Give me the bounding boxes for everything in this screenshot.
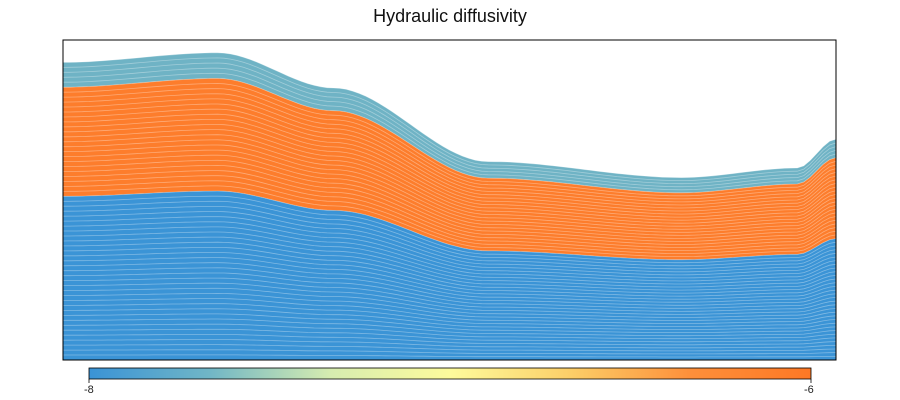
layer-line bbox=[63, 236, 836, 288]
layer-line bbox=[63, 277, 836, 312]
layer-line bbox=[63, 164, 836, 245]
layer-line bbox=[63, 344, 836, 352]
layer-line bbox=[63, 318, 836, 337]
layers-group bbox=[63, 52, 836, 360]
layer-line bbox=[63, 185, 836, 258]
layer-unit-bottom bbox=[63, 191, 836, 360]
layer-line bbox=[63, 119, 836, 218]
layer-unit-top bbox=[63, 52, 836, 193]
layer-line bbox=[63, 83, 836, 197]
layer-line bbox=[63, 298, 836, 324]
colorbar-max-label: -6 bbox=[804, 384, 814, 396]
layer-line bbox=[63, 139, 836, 230]
layer-line bbox=[63, 67, 836, 188]
layer-line bbox=[63, 175, 836, 252]
layer-line bbox=[63, 221, 836, 279]
layer-line bbox=[63, 108, 836, 212]
layer-line bbox=[63, 216, 836, 276]
layer-line bbox=[63, 93, 836, 203]
layer-line bbox=[63, 292, 836, 321]
layer-line bbox=[63, 195, 836, 264]
layer-line bbox=[63, 226, 836, 282]
layer-line bbox=[63, 333, 836, 346]
colorbar-min-label: -8 bbox=[84, 384, 94, 396]
layer-line bbox=[63, 308, 836, 331]
layer-line bbox=[63, 328, 836, 343]
layer-line bbox=[63, 313, 836, 334]
layer-line bbox=[63, 103, 836, 209]
layer-line bbox=[63, 354, 836, 358]
layer-line bbox=[63, 113, 836, 215]
layer-line bbox=[63, 180, 836, 255]
layer-line bbox=[63, 323, 836, 340]
layer-line bbox=[63, 190, 836, 261]
layer-line bbox=[63, 282, 836, 315]
layer-line bbox=[63, 159, 836, 242]
layer-line bbox=[63, 149, 836, 236]
plot-frame bbox=[62, 39, 837, 361]
layer-line bbox=[63, 170, 836, 248]
layer-line bbox=[63, 98, 836, 206]
layer-unit-middle bbox=[63, 78, 836, 260]
layer-line bbox=[63, 134, 836, 227]
chart-title: Hydraulic diffusivity bbox=[373, 6, 527, 26]
layer-line bbox=[63, 272, 836, 309]
layer-line bbox=[63, 287, 836, 318]
layer-line bbox=[63, 303, 836, 328]
layer-line bbox=[63, 241, 836, 291]
layer-lines bbox=[63, 52, 836, 360]
layer-line bbox=[63, 200, 836, 267]
layer-line bbox=[63, 78, 836, 194]
layer-line bbox=[63, 252, 836, 297]
layer-line bbox=[63, 72, 836, 191]
layer-line bbox=[63, 246, 836, 294]
layer-line bbox=[63, 262, 836, 303]
layer-line bbox=[63, 267, 836, 306]
layer-line bbox=[63, 211, 836, 273]
layer-line bbox=[63, 124, 836, 221]
layer-line bbox=[63, 231, 836, 285]
layer-line bbox=[63, 88, 836, 200]
layer-line bbox=[63, 339, 836, 349]
layer-line bbox=[63, 349, 836, 355]
layer-line bbox=[63, 205, 836, 270]
layer-line bbox=[63, 57, 836, 182]
layer-line bbox=[63, 52, 836, 179]
layer-line bbox=[63, 129, 836, 224]
layer-line bbox=[63, 257, 836, 300]
colorbar bbox=[88, 367, 812, 380]
layer-line bbox=[63, 62, 836, 185]
layer-line bbox=[63, 154, 836, 239]
layer-line bbox=[63, 144, 836, 233]
